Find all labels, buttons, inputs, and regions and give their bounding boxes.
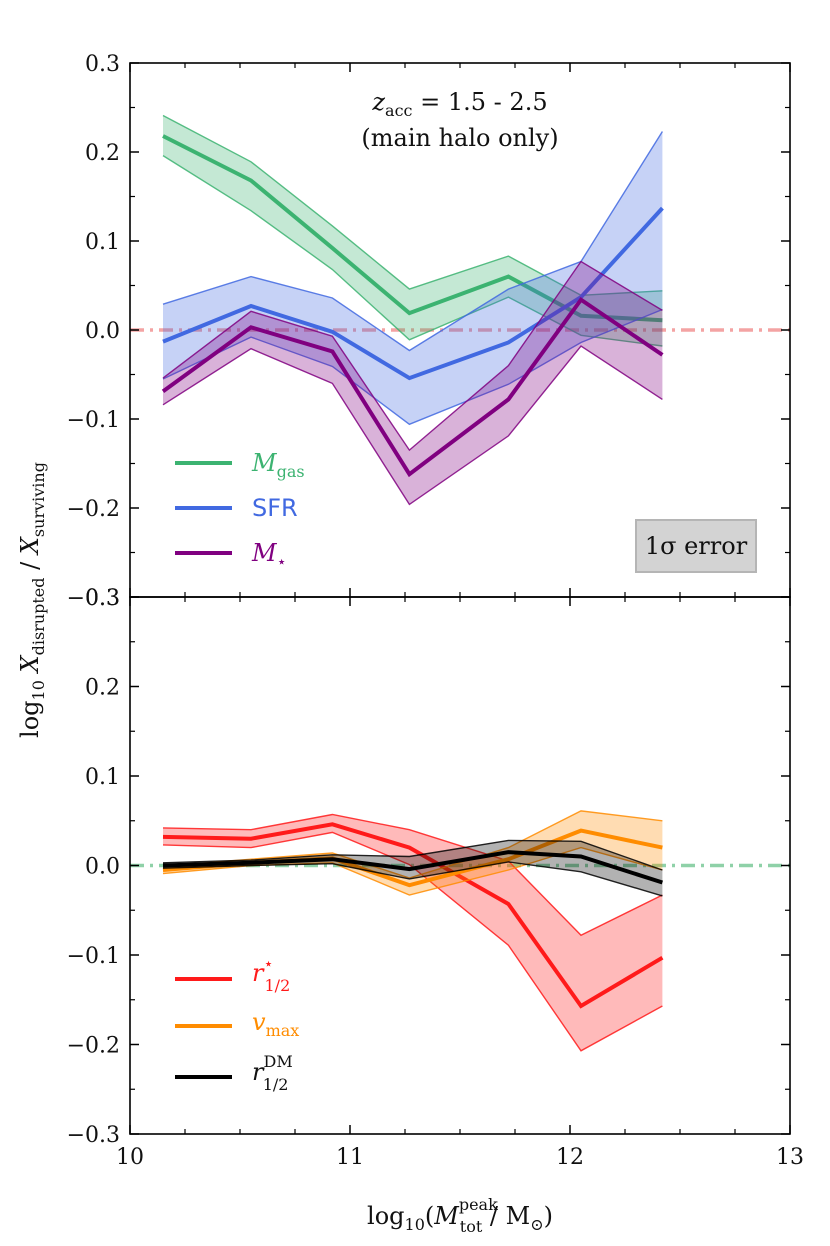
top-band-sfr: [163, 131, 663, 425]
error-box: [635, 519, 757, 573]
xtick-label: 10: [116, 1145, 144, 1170]
top-ytick-label: −0.2: [67, 497, 120, 522]
xtick-label: 12: [556, 1145, 584, 1170]
top-band-lower-sfr: [162, 308, 663, 426]
top-ytick-label: 0.2: [85, 141, 120, 166]
bottom-band-lower-r-1-2-star: [162, 831, 663, 1052]
bottom-line-r-1-2-star: [162, 822, 664, 1009]
bottom-band-upper-v-max: [162, 810, 663, 879]
main-halo-annotation: (main halo only): [361, 124, 558, 152]
top-ytick-label: −0.3: [67, 586, 120, 611]
legend-label-sfr: SFR: [252, 494, 298, 522]
bottom-ytick-label: −0.3: [67, 1123, 120, 1148]
xtick-label: 11: [336, 1145, 364, 1170]
top-line-m-gas: [162, 134, 663, 323]
top-line-m-star: [161, 296, 664, 478]
bottom-ytick-label: 0.0: [85, 855, 120, 880]
bottom-ytick-label: −0.2: [67, 1034, 120, 1059]
top-ytick-label: 0.1: [85, 230, 120, 255]
bottom-ytick-label: 0.2: [85, 676, 120, 701]
axes-ticks: 0.30.20.10.0−0.1−0.2−0.30.30.20.10.0−0.1…: [67, 52, 804, 1170]
top-band-m-star: [163, 261, 663, 505]
top-legend: Mgas SFR M⋆: [175, 449, 305, 571]
zacc-annotation: zacc = 1.5 - 2.5: [371, 88, 547, 120]
top-band-upper-m-star: [162, 260, 663, 452]
top-band-lower-m-gas: [162, 155, 663, 347]
bottom-ytick-label: −0.1: [67, 944, 120, 969]
bottom-band-upper-r-1-2-dm: [162, 839, 663, 871]
top-panel-plot-area: [130, 114, 790, 506]
top-band-m-gas: [163, 115, 663, 346]
xtick-label: 13: [776, 1145, 804, 1170]
top-ytick-label: 0.0: [85, 319, 120, 344]
bottom-band-upper-r-1-2-star: [162, 813, 663, 937]
top-band-lower-m-star: [162, 345, 663, 506]
bottom-band-lower-r-1-2-dm: [162, 861, 663, 897]
bottom-panel-plot-area: [130, 810, 790, 1052]
top-ytick-label: −0.1: [67, 408, 120, 433]
top-line-sfr: [162, 206, 664, 381]
top-ytick-label: 0.3: [85, 52, 120, 77]
bottom-ytick-label: 0.3: [85, 586, 120, 611]
error-box-label: 1σ error: [645, 532, 748, 560]
bottom-ytick-label: 0.1: [85, 765, 120, 790]
bottom-line-r-1-2-dm: [162, 850, 664, 885]
